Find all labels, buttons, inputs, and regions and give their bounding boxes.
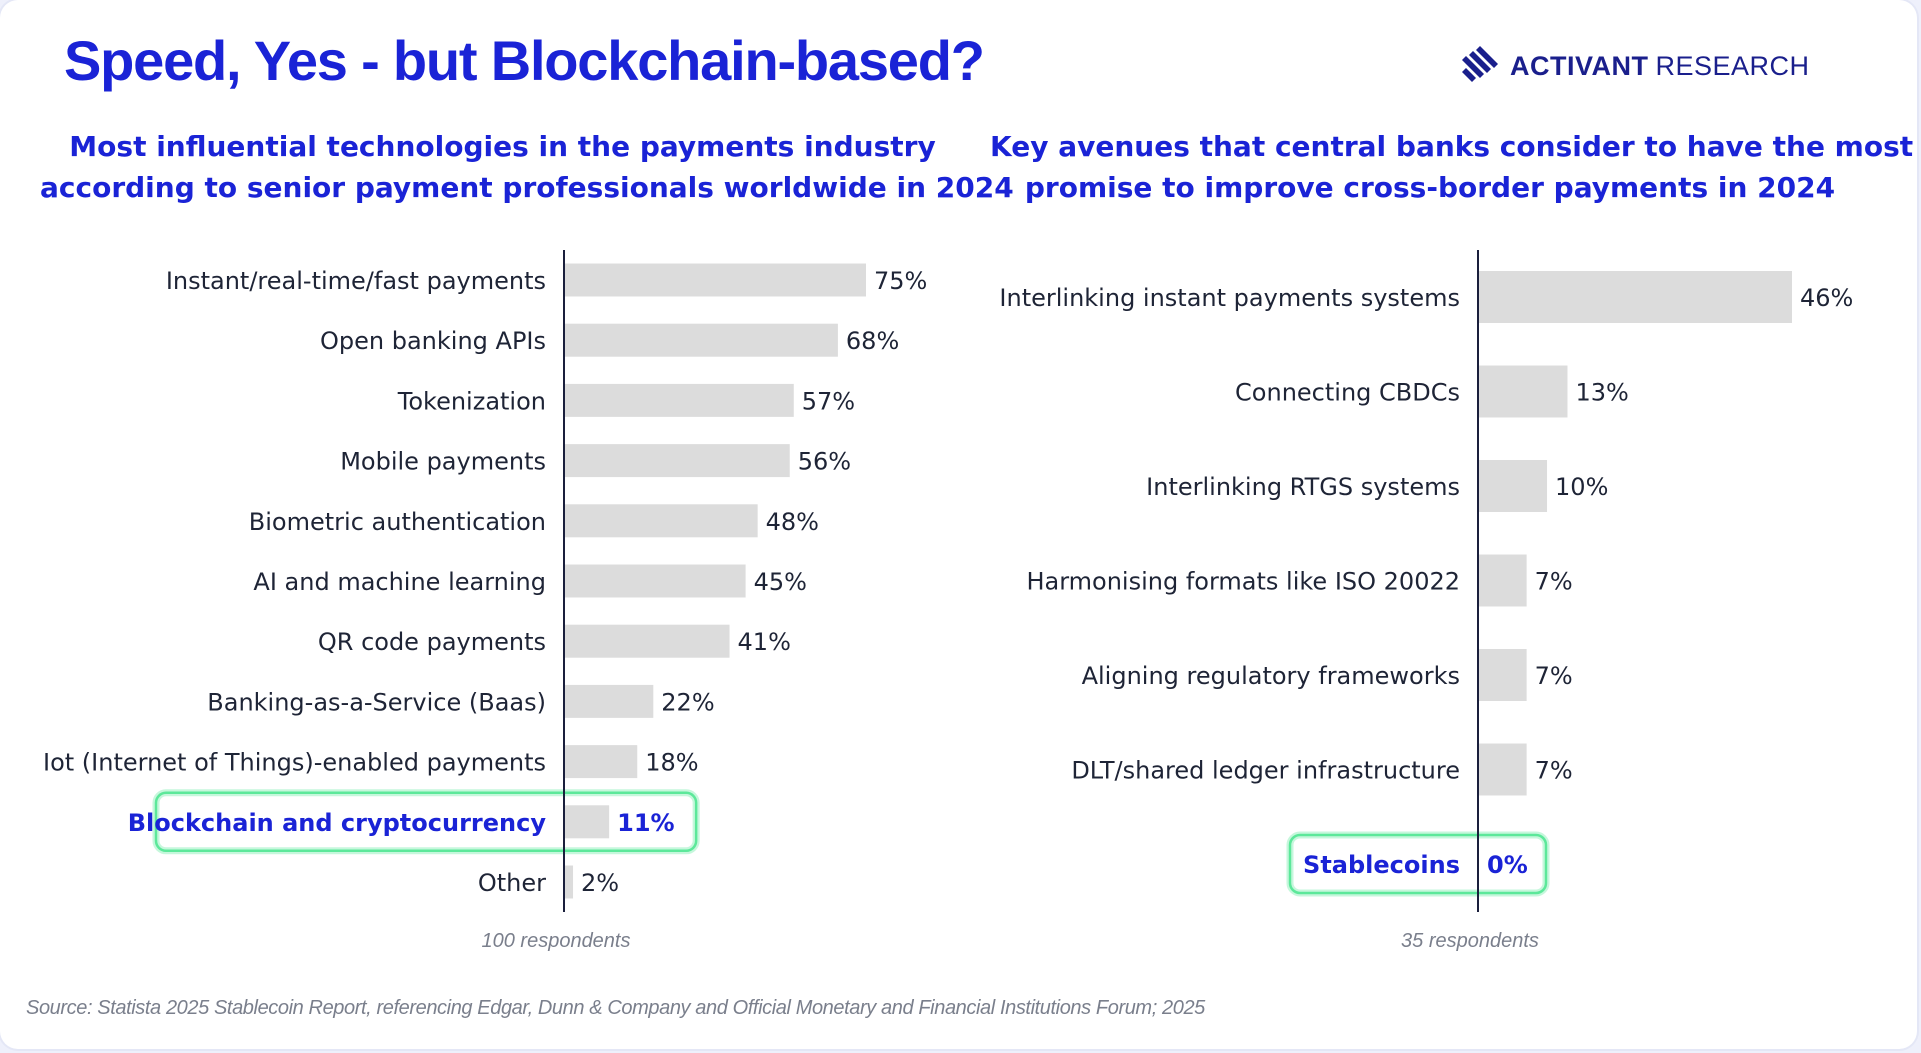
left-bar-iot-internet-of-things-enabled-payments [565, 745, 638, 779]
right-category-label: Interlinking RTGS systems [1146, 473, 1460, 501]
left-value-label: 56% [798, 448, 851, 476]
right-value-label: 10% [1555, 473, 1608, 501]
left-bar-ai-and-machine-learning [565, 564, 746, 598]
left-value-label: 41% [738, 628, 791, 656]
left-chart-title-line-1: Most influential technologies in the pay… [69, 130, 936, 163]
left-category-label: QR code payments [318, 628, 546, 656]
left-bar-banking-as-a-service-baas [565, 684, 654, 718]
right-bar-harmonising-formats-like-iso-20022 [1479, 554, 1527, 607]
right-highlight-box [1288, 833, 1548, 895]
right-chart-title-line-2: promise to improve cross-border payments… [1024, 171, 1836, 204]
right-category-label: Connecting CBDCs [1235, 379, 1460, 407]
left-value-label: 11% [617, 809, 674, 837]
right-bar-interlinking-instant-payments-systems [1479, 271, 1792, 323]
left-bar-instant-real-time-fast-payments [565, 263, 866, 297]
right-bar-dlt-shared-ledger-infrastructure [1479, 743, 1527, 796]
right-respondents-note: 35 respondents [1401, 930, 1539, 952]
left-category-label: Blockchain and cryptocurrency [128, 809, 547, 837]
right-category-label: DLT/shared ledger infrastructure [1071, 757, 1460, 785]
left-value-label: 22% [661, 688, 714, 716]
left-value-label: 18% [645, 749, 698, 777]
right-value-label: 46% [1800, 284, 1853, 312]
brand-name-light: RESEARCH [1655, 50, 1810, 81]
left-bar-other [565, 865, 574, 899]
left-bar-tokenization [565, 383, 794, 417]
left-bar-qr-code-payments [565, 624, 730, 658]
right-chart-title-line-1: Key avenues that central banks consider … [990, 130, 1914, 163]
left-chart-title-line-2: according to senior payment professional… [40, 171, 1014, 204]
left-value-label: 68% [846, 327, 899, 355]
left-value-label: 75% [874, 267, 927, 295]
left-category-label: AI and machine learning [253, 568, 546, 596]
right-category-label: Interlinking instant payments systems [999, 284, 1460, 312]
right-bar-aligning-regulatory-frameworks [1479, 649, 1527, 701]
right-bar-chart: Interlinking instant payments systems 46%… [999, 250, 1853, 912]
stripes-logo-icon [1462, 46, 1498, 82]
left-chart-title: Most influential technologies in the pay… [40, 126, 1014, 208]
left-category-label: Open banking APIs [320, 327, 546, 355]
source-note: Source: Statista 2025 Stablecoin Report,… [26, 997, 1205, 1019]
left-bar-chart: Instant/real-time/fast payments 75% Open b… [43, 250, 927, 912]
left-highlight-box [154, 791, 698, 853]
left-value-label: 57% [802, 387, 855, 415]
page-title: Speed, Yes - but Blockchain-based? [64, 29, 985, 92]
left-category-label: Instant/real-time/fast payments [166, 267, 546, 295]
left-category-label: Biometric authentication [249, 508, 546, 536]
right-category-label: Harmonising formats like ISO 20022 [1026, 568, 1460, 596]
right-value-label: 0% [1487, 851, 1528, 879]
right-category-label: Aligning regulatory frameworks [1082, 662, 1460, 690]
left-bar-biometric-authentication [565, 504, 758, 538]
brand-logo: ACTIVANT RESEARCH [1460, 46, 1810, 86]
left-category-label: Tokenization [397, 387, 546, 415]
left-value-label: 45% [754, 568, 807, 596]
right-value-label: 7% [1535, 568, 1573, 596]
left-bar-blockchain-and-cryptocurrency [565, 805, 610, 839]
right-chart-title: Key avenues that central banks consider … [990, 126, 1914, 208]
left-category-label: Mobile payments [340, 448, 546, 476]
left-bar-mobile-payments [565, 444, 790, 478]
left-category-label: Other [478, 869, 546, 897]
right-value-label: 7% [1535, 757, 1573, 785]
right-category-label: Stablecoins [1303, 851, 1460, 879]
left-category-label: Banking-as-a-Service (Baas) [207, 688, 546, 716]
left-bar-open-banking-apis [565, 323, 838, 357]
right-bar-interlinking-rtgs-systems [1479, 460, 1548, 512]
right-value-label: 13% [1575, 379, 1628, 407]
left-category-label: Iot (Internet of Things)-enabled payment… [43, 749, 546, 777]
brand-name-bold: ACTIVANT [1510, 50, 1649, 81]
left-respondents-note: 100 respondents [481, 930, 631, 952]
left-value-label: 48% [766, 508, 819, 536]
right-value-label: 7% [1535, 662, 1573, 690]
left-value-label: 2% [581, 869, 619, 897]
right-bar-connecting-cbdcs [1479, 365, 1568, 418]
